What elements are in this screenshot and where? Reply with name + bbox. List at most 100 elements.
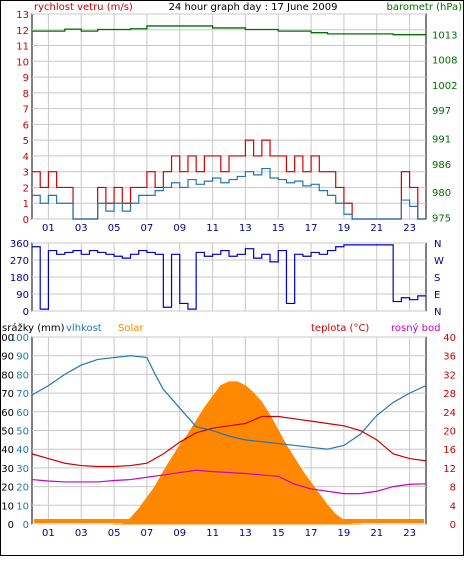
y-left-tick-label-humidity: 50 <box>16 427 29 438</box>
legend-label: Solar <box>118 323 144 334</box>
x-tick-label: 03 <box>75 223 88 234</box>
series-line-barometer <box>32 25 426 36</box>
series-line-gust <box>32 167 426 220</box>
y-left-tick-label: 270 <box>10 256 29 267</box>
y-left-tick-label-precip: 100 <box>0 333 14 344</box>
y-right-tick-label: N <box>434 239 441 250</box>
y-left-tick-label-humidity: 100 <box>10 333 29 344</box>
y-right-tick-label: 980 <box>432 188 451 199</box>
y-left-tick-label: 0 <box>23 307 29 318</box>
y-left-tick-label: 360 <box>10 239 29 250</box>
y-left-tick-label-precip: 40 <box>1 445 14 456</box>
y-left-tick-label: 13 <box>16 10 29 21</box>
y-left-tick-label-precip: 70 <box>1 389 14 400</box>
y-right-tick-label: N <box>434 307 441 318</box>
x-tick-label: 11 <box>206 528 219 539</box>
legend-label: teplota (°C) <box>311 323 369 334</box>
y-right-tick-label: 0 <box>450 520 456 531</box>
y-left-tick-label-precip: 90 <box>1 352 14 363</box>
plot-area <box>31 13 427 220</box>
x-tick-label: 07 <box>141 223 154 234</box>
y-left-tick-label-humidity: 0 <box>23 520 29 531</box>
y-right-tick-label: 20 <box>443 427 456 438</box>
legend-label: srážky (mm) <box>2 322 65 334</box>
x-tick-label: 05 <box>108 223 121 234</box>
y-left-tick-label-precip: 0 <box>8 520 14 531</box>
y-left-tick-label: 12 <box>16 26 29 37</box>
y-left-tick-label: 4 <box>23 152 29 163</box>
y-right-tick-label: 991 <box>432 135 451 146</box>
y-left-tick-label: 11 <box>16 42 29 53</box>
series-line-wind-direction <box>32 244 426 310</box>
y-left-tick-label-precip: 80 <box>1 370 14 381</box>
y-left-tick-label-humidity: 70 <box>16 389 29 400</box>
y-left-tick-label-humidity: 90 <box>16 352 29 363</box>
y-left-tick-label-precip: 10 <box>1 501 14 512</box>
y-right-tick-label: 975 <box>432 213 451 224</box>
series-line-wind <box>32 139 426 220</box>
y-right-tick-label: 12 <box>443 464 456 475</box>
y-left-tick-label: 90 <box>16 290 29 301</box>
legend-label: vlhkost <box>66 323 102 334</box>
y-right-axis-label: barometr (hPa) <box>387 2 463 13</box>
x-tick-label: 23 <box>403 528 416 539</box>
x-tick-label: 19 <box>338 223 351 234</box>
x-tick-label: 19 <box>338 528 351 539</box>
y-right-tick-label: 32 <box>443 370 456 381</box>
legend-label: rosný bod <box>391 322 440 334</box>
y-right-tick-label: 16 <box>443 445 456 456</box>
y-left-tick-label-precip: 50 <box>1 427 14 438</box>
y-left-axis-label: rychlost vetru (m/s) <box>34 2 133 13</box>
x-tick-label: 13 <box>239 528 252 539</box>
y-left-tick-label-humidity: 80 <box>16 370 29 381</box>
x-tick-label: 17 <box>305 528 318 539</box>
y-left-tick-label: 10 <box>16 57 29 68</box>
y-right-tick-label: 40 <box>443 333 456 344</box>
x-tick-label: 07 <box>141 528 154 539</box>
y-left-tick-label-precip: 60 <box>1 408 14 419</box>
precip-baseline <box>34 519 424 523</box>
y-left-tick-label: 1 <box>23 199 29 210</box>
y-left-tick-label: 8 <box>23 89 29 100</box>
y-left-tick-label: 6 <box>23 120 29 131</box>
y-right-tick-label: S <box>434 273 440 284</box>
y-right-tick-label: 1008 <box>432 56 457 67</box>
y-left-tick-label-humidity: 20 <box>16 483 29 494</box>
y-right-tick-label: W <box>434 256 444 267</box>
series-line-dewpoint <box>31 469 427 495</box>
x-tick-label: 03 <box>75 528 88 539</box>
y-right-tick-label: E <box>434 290 440 301</box>
y-left-tick-label-humidity: 10 <box>16 501 29 512</box>
x-tick-label: 09 <box>173 528 186 539</box>
y-left-tick-label: 3 <box>23 168 29 179</box>
y-right-tick-label: 997 <box>432 106 451 117</box>
x-tick-label: 21 <box>370 528 383 539</box>
y-left-tick-label: 180 <box>10 273 29 284</box>
y-left-tick-label-precip: 30 <box>1 464 14 475</box>
y-right-tick-label: 986 <box>432 160 451 171</box>
y-left-tick-label: 9 <box>23 73 29 84</box>
x-tick-label: 15 <box>272 528 285 539</box>
x-tick-label: 13 <box>239 223 252 234</box>
x-tick-label: 15 <box>272 223 285 234</box>
y-right-tick-label: 24 <box>443 408 456 419</box>
y-left-tick-label-humidity: 60 <box>16 408 29 419</box>
y-left-tick-label-humidity: 40 <box>16 445 29 456</box>
y-right-tick-label: 8 <box>450 483 456 494</box>
y-left-tick-label: 2 <box>23 183 29 194</box>
x-tick-label: 05 <box>108 528 121 539</box>
y-left-tick-label-precip: 20 <box>1 483 14 494</box>
x-tick-label: 01 <box>42 223 55 234</box>
y-left-tick-label: 0 <box>23 215 29 226</box>
x-tick-label: 11 <box>206 223 219 234</box>
x-tick-label: 01 <box>42 528 55 539</box>
y-right-tick-label: 36 <box>443 352 456 363</box>
x-tick-label: 17 <box>305 223 318 234</box>
series-line-temperature <box>31 415 427 468</box>
y-right-tick-label: 4 <box>450 501 456 512</box>
x-tick-label: 09 <box>173 223 186 234</box>
y-right-tick-label: 28 <box>443 389 456 400</box>
y-left-tick-label-humidity: 30 <box>16 464 29 475</box>
chart-title: 24 hour graph day : 17 June 2009 <box>169 2 338 13</box>
